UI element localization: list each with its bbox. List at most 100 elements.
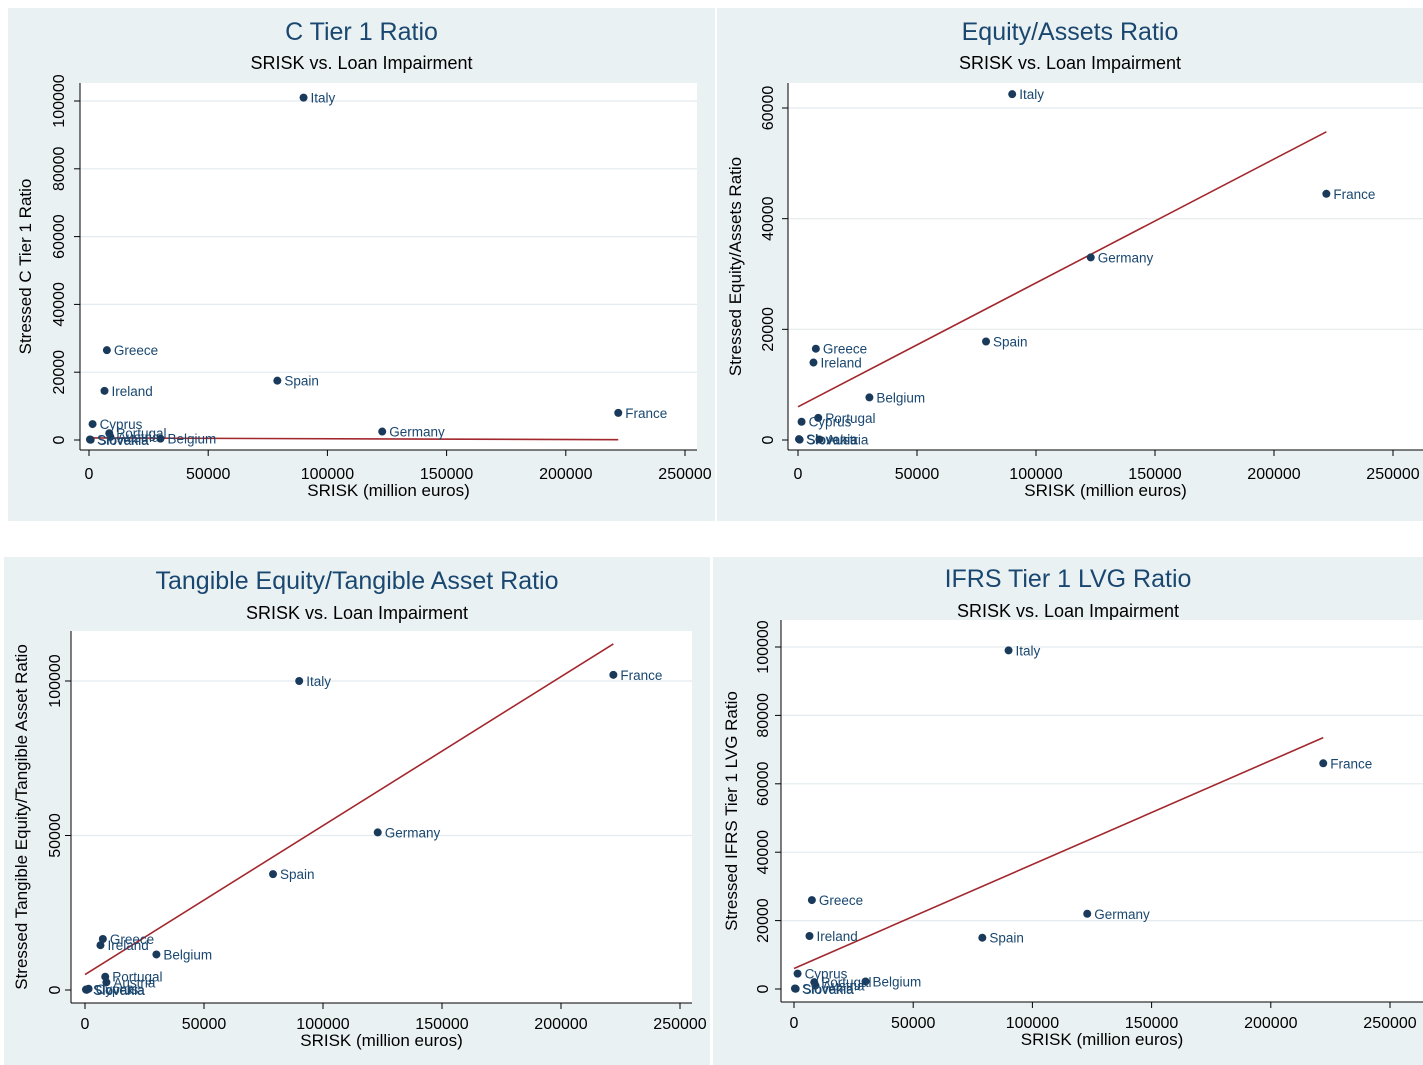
x-tick-label: 200000	[1247, 466, 1300, 483]
point-label-italy: Italy	[306, 674, 331, 689]
point-label-italy: Italy	[1019, 87, 1044, 102]
point-label-slovakia: Slovakia	[94, 983, 146, 998]
data-point-greece	[811, 344, 820, 353]
x-tick-label: 100000	[301, 466, 354, 483]
point-label-ireland: Ireland	[816, 929, 857, 944]
point-label-cyprus: Cyprus	[805, 967, 848, 982]
chart-subtitle: SRISK vs. Loan Impairment	[959, 53, 1181, 73]
point-label-belgium: Belgium	[168, 432, 217, 447]
chart-tangible-equity-svg: Tangible Equity/Tangible Asset Ratio SRIS…	[12, 567, 707, 1050]
x-tick-label: 250000	[1363, 1015, 1416, 1032]
x-axis-title: SRISK (million euros)	[1024, 481, 1187, 500]
point-label-portugal: Portugal	[821, 975, 871, 990]
y-tick-label: 40000	[755, 830, 772, 875]
chart-subtitle: SRISK vs. Loan Impairment	[250, 53, 472, 73]
data-point-france	[1322, 189, 1331, 198]
chart-title: C Tier 1 Ratio	[285, 18, 438, 46]
data-point-germany	[373, 828, 382, 837]
data-point-belgium	[861, 977, 870, 986]
chart-panel-tangible-equity: Tangible Equity/Tangible Asset Ratio SRIS…	[4, 557, 710, 1065]
data-point-cyprus	[793, 969, 802, 978]
point-label-austria: Austria	[113, 975, 156, 990]
data-point-austria	[811, 981, 820, 990]
y-axis-title: Stressed C Tier 1 Ratio	[16, 179, 35, 355]
y-tick-label: 0	[755, 984, 772, 993]
data-point-italy	[1008, 90, 1017, 99]
x-tick-label: 150000	[1128, 466, 1181, 483]
chart-equity-assets-svg: Equity/Assets Ratio SRISK vs. Loan Impair…	[726, 18, 1423, 500]
y-tick-label: 20000	[51, 350, 68, 395]
y-tick-label: 40000	[760, 196, 777, 241]
point-label-italy: Italy	[311, 91, 336, 106]
data-point-belgium	[152, 950, 161, 959]
y-tick-label: 0	[51, 435, 68, 444]
data-point-france	[609, 670, 618, 679]
point-label-ireland: Ireland	[820, 356, 861, 371]
x-tick-label: 50000	[895, 466, 940, 483]
point-label-spain: Spain	[284, 374, 319, 389]
chart-panel-ifrs-tier-1: IFRS Tier 1 LVG Ratio SRISK vs. Loan Impa…	[713, 557, 1423, 1065]
point-label-france: France	[620, 668, 662, 683]
chart-title: Tangible Equity/Tangible Asset Ratio	[155, 567, 558, 595]
point-label-cyprus: Cyprus	[100, 417, 143, 432]
x-tick-label: 50000	[186, 466, 231, 483]
chart-title: IFRS Tier 1 LVG Ratio	[945, 565, 1192, 593]
chart-c-tier-1-svg: C Tier 1 Ratio SRISK vs. Loan Impairment 0…	[16, 18, 712, 500]
point-label-france: France	[625, 406, 667, 421]
data-point-austria	[815, 435, 824, 444]
x-tick-label: 50000	[182, 1016, 227, 1033]
y-tick-label: 60000	[755, 761, 772, 806]
data-point-austria	[106, 432, 115, 441]
y-axis-title: Stressed Tangible Equity/Tangible Asset …	[12, 644, 31, 990]
data-point-spain	[273, 376, 282, 385]
chart-title: Equity/Assets Ratio	[962, 18, 1179, 46]
point-label-greece: Greece	[110, 932, 154, 947]
x-tick-label: 100000	[296, 1016, 349, 1033]
data-point-cyprus	[797, 417, 806, 426]
x-tick-label: 100000	[1009, 466, 1062, 483]
data-point-france	[1319, 759, 1328, 768]
plot-area	[80, 83, 697, 450]
y-tick-label: 80000	[755, 693, 772, 738]
data-point-spain	[982, 337, 991, 346]
point-label-slovenia: Slovenia	[93, 983, 145, 998]
x-tick-label: 150000	[1125, 1015, 1178, 1032]
x-tick-label: 100000	[1006, 1015, 1059, 1032]
fit-line	[797, 131, 1327, 408]
data-point-cyprus	[88, 420, 97, 429]
y-tick-label: 80000	[51, 146, 68, 191]
x-tick-label: 250000	[658, 466, 711, 483]
y-tick-label: 0	[760, 435, 777, 444]
fit-line	[88, 437, 619, 441]
point-label-austria: Austria	[826, 432, 869, 447]
x-tick-label: 200000	[1244, 1015, 1297, 1032]
y-tick-label: 50000	[47, 813, 64, 858]
data-point-ireland	[809, 358, 818, 367]
point-label-slovakia: Slovakia	[98, 433, 150, 448]
chart-ifrs-tier-1-svg: IFRS Tier 1 LVG Ratio SRISK vs. Loan Impa…	[722, 565, 1423, 1049]
y-axis-title: Stressed IFRS Tier 1 LVG Ratio	[722, 691, 741, 931]
x-tick-label: 150000	[420, 466, 473, 483]
point-label-ireland: Ireland	[111, 384, 152, 399]
data-point-italy	[299, 93, 308, 102]
data-point-greece	[98, 935, 107, 944]
point-label-greece: Greece	[114, 343, 158, 358]
x-axis-title: SRISK (million euros)	[300, 1031, 463, 1050]
point-label-greece: Greece	[819, 893, 863, 908]
data-point-portugal	[814, 413, 823, 422]
data-point-france	[614, 408, 623, 417]
data-point-italy	[1004, 646, 1013, 655]
x-tick-label: 0	[790, 1015, 799, 1032]
point-label-ireland: Ireland	[107, 938, 148, 953]
y-tick-label: 60000	[51, 214, 68, 259]
chart-subtitle: SRISK vs. Loan Impairment	[246, 603, 468, 623]
point-label-austria: Austria	[117, 430, 160, 445]
x-tick-label: 200000	[534, 1016, 587, 1033]
y-tick-label: 40000	[51, 282, 68, 327]
point-label-germany: Germany	[1098, 250, 1154, 265]
fit-line	[793, 736, 1324, 970]
y-tick-label: 20000	[760, 307, 777, 352]
data-point-austria	[102, 978, 111, 987]
data-point-ireland	[100, 386, 109, 395]
chart-panel-c-tier-1: C Tier 1 Ratio SRISK vs. Loan Impairment 0…	[8, 8, 715, 521]
